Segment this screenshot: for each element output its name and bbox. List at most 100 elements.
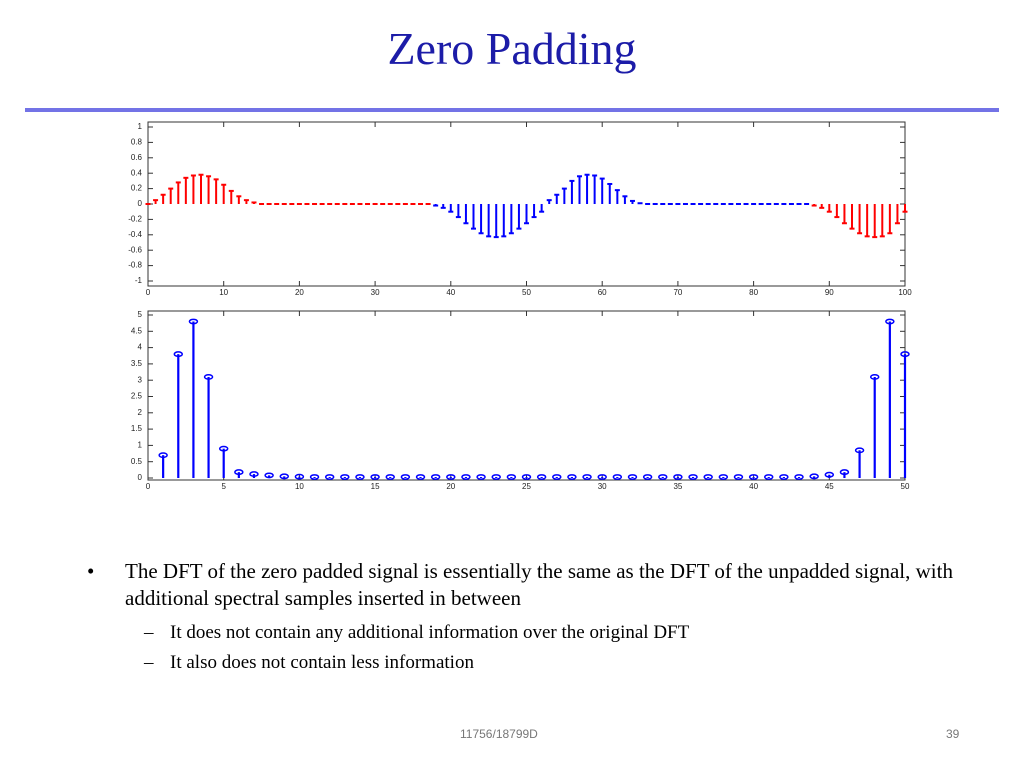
stem-marker (900, 351, 910, 358)
y-tick-label: 0.4 (131, 168, 143, 177)
stem-marker (188, 318, 199, 325)
y-tick-label: 1 (138, 122, 143, 131)
y-tick-label: 0 (138, 199, 143, 208)
stem-marker (824, 471, 835, 478)
stem-marker (340, 474, 350, 480)
y-tick-label: 4.5 (131, 326, 143, 335)
stem-marker (869, 373, 880, 380)
x-tick-label: 80 (749, 288, 758, 297)
stem-marker (748, 474, 759, 480)
stem-marker (673, 474, 683, 480)
stem-marker (264, 472, 274, 479)
stem-marker (385, 474, 395, 480)
x-tick-label: 10 (295, 482, 304, 491)
stem-marker (309, 474, 320, 480)
x-tick-label: 50 (901, 482, 910, 491)
stem-marker (718, 474, 729, 480)
x-tick-label: 15 (371, 482, 380, 491)
stem-marker (158, 452, 168, 459)
plot-frame (147, 310, 906, 481)
stem-marker (461, 474, 471, 480)
y-tick-label: -1 (135, 276, 143, 285)
y-tick-label: -0.6 (128, 245, 142, 254)
stem-marker (658, 474, 668, 480)
x-tick-label: 30 (598, 482, 607, 491)
stem-marker (733, 474, 744, 480)
x-tick-label: 50 (522, 288, 531, 297)
y-tick-label: 0 (138, 473, 143, 482)
x-tick-label: 70 (673, 288, 682, 297)
y-tick-label: 0.8 (131, 138, 143, 147)
x-tick-label: 40 (446, 288, 455, 297)
stem-marker (854, 447, 865, 454)
bullet: The DFT of the zero padded signal is ess… (87, 558, 965, 678)
y-tick-label: 5 (138, 310, 143, 319)
y-tick-label: -0.8 (128, 261, 142, 270)
stem-marker (476, 474, 486, 480)
stem-marker (249, 471, 259, 478)
bullet-text: The DFT of the zero padded signal is ess… (125, 559, 953, 610)
y-tick-label: -0.2 (128, 215, 142, 224)
footer-page: 39 (946, 727, 960, 741)
x-tick-label: 40 (749, 482, 758, 491)
stem-marker (794, 474, 804, 480)
stem-marker (521, 474, 532, 480)
x-tick-label: 0 (146, 288, 151, 297)
stem-marker (294, 473, 305, 480)
footer-course: 11756/18799D (460, 727, 538, 741)
stem-marker (642, 474, 653, 480)
stem-marker (203, 373, 214, 380)
stem-marker (430, 474, 441, 480)
stem-marker (839, 469, 850, 476)
y-tick-label: 1.5 (131, 424, 143, 433)
y-tick-label: 0.2 (131, 184, 143, 193)
stem-marker (627, 474, 638, 480)
y-tick-label: 1 (138, 441, 143, 450)
stem-marker (688, 474, 698, 480)
sub-bullet-list: It does not contain any additional infor… (125, 618, 965, 678)
stem-marker (779, 474, 789, 480)
stem-marker (552, 474, 562, 480)
sub-bullet: It also does not contain less informatio… (144, 648, 965, 678)
stem-marker (370, 474, 380, 480)
stem-marker (597, 474, 607, 480)
stem-marker (234, 469, 244, 476)
x-tick-label: 60 (598, 288, 607, 297)
stem-marker (536, 474, 547, 480)
x-tick-label: 10 (219, 288, 228, 297)
x-tick-label: 5 (221, 482, 226, 491)
x-tick-label: 35 (673, 482, 682, 491)
stem-marker (582, 474, 592, 480)
stem-marker (279, 473, 290, 480)
stem-marker (173, 351, 184, 358)
stem-marker (567, 474, 577, 480)
stem-marker (885, 318, 895, 325)
stem-marker (400, 474, 411, 480)
stem-marker (809, 473, 819, 480)
stem-marker (324, 474, 335, 480)
x-tick-label: 45 (825, 482, 834, 491)
bullet-list: The DFT of the zero padded signal is ess… (85, 558, 965, 678)
y-tick-label: 0.5 (131, 457, 143, 466)
y-tick-label: -0.4 (128, 230, 142, 239)
y-tick-label: 4 (138, 343, 143, 352)
stem-marker (763, 474, 774, 480)
stem-marker (612, 474, 623, 480)
y-tick-label: 3 (138, 375, 143, 384)
stem-marker (491, 474, 501, 480)
x-tick-label: 0 (146, 482, 151, 491)
sub-bullet: It does not contain any additional infor… (144, 618, 965, 648)
y-tick-label: 0.6 (131, 153, 143, 162)
stem-marker (703, 474, 713, 480)
stem-marker (355, 474, 365, 480)
title-rule (25, 108, 999, 112)
stem-marker (415, 474, 426, 480)
stem-marker (446, 474, 456, 480)
y-tick-label: 2.5 (131, 392, 143, 401)
x-tick-label: 25 (522, 482, 531, 491)
slide-title: Zero Padding (387, 23, 637, 74)
y-tick-label: 3.5 (131, 359, 143, 368)
stem-marker (218, 445, 229, 452)
stem-marker (506, 474, 517, 480)
